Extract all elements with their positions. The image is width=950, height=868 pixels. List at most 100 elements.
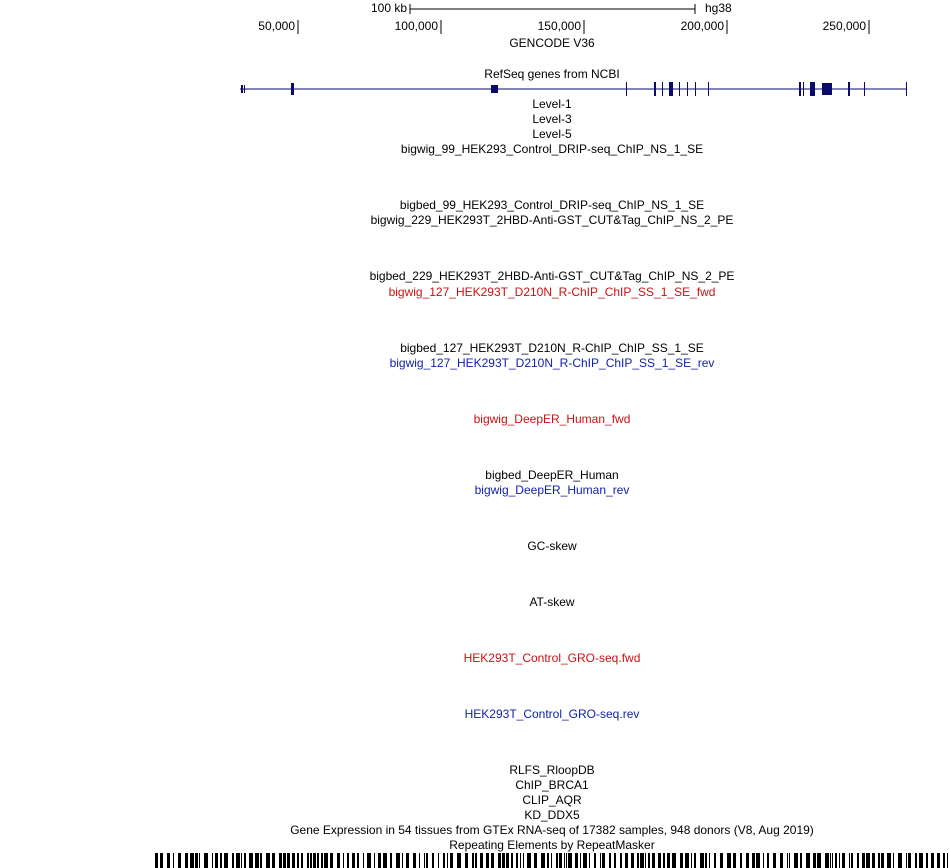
repeat-block xyxy=(559,853,562,868)
repeat-block xyxy=(806,853,810,868)
exon xyxy=(687,82,688,96)
repeat-block xyxy=(862,853,865,868)
repeat-block xyxy=(199,853,200,868)
repeat-block xyxy=(637,853,639,868)
repeat-block xyxy=(746,853,749,868)
repeat-block xyxy=(317,853,319,868)
repeat-block xyxy=(691,853,692,868)
repeat-block xyxy=(631,853,634,868)
repeat-block xyxy=(780,853,783,868)
track-label: bigwig_DeepER_Human_rev xyxy=(475,483,630,497)
repeat-block xyxy=(915,853,917,868)
repeat-block xyxy=(551,853,552,868)
repeat-block xyxy=(709,853,710,868)
repeat-block xyxy=(773,853,776,868)
repeat-block xyxy=(881,853,884,868)
repeat-block xyxy=(878,853,880,868)
repeat-block xyxy=(472,853,474,868)
gene-model xyxy=(240,82,907,96)
repeat-block xyxy=(566,853,567,868)
track-label: bigbed_99_HEK293_Control_DRIP-seq_ChIP_N… xyxy=(400,198,704,212)
repeat-block xyxy=(390,853,392,868)
repeat-block xyxy=(893,853,894,868)
repeat-block xyxy=(450,853,453,868)
track-label: CLIP_AQR xyxy=(522,793,582,807)
exon xyxy=(810,82,815,96)
track-label: Level-3 xyxy=(532,112,572,126)
repeat-block xyxy=(714,853,716,868)
track-label: ChIP_BRCA1 xyxy=(515,778,589,792)
repeat-block xyxy=(424,853,425,868)
track-label: bigwig_127_HEK293T_D210N_R-ChIP_ChIP_SS_… xyxy=(390,356,715,370)
repeat-block xyxy=(396,853,400,868)
repeat-block xyxy=(667,853,670,868)
repeat-block xyxy=(402,853,403,868)
repeat-block xyxy=(343,853,344,868)
repeat-block xyxy=(516,853,518,868)
repeat-block xyxy=(167,853,170,868)
repeat-block xyxy=(426,853,428,868)
repeat-block xyxy=(292,853,295,868)
repeat-block xyxy=(851,853,853,868)
repeat-block xyxy=(534,853,537,868)
ruler-tick-label: 200,000 xyxy=(681,19,725,33)
track-label: RefSeq genes from NCBI xyxy=(484,67,619,81)
track-label: bigwig_127_HEK293T_D210N_R-ChIP_ChIP_SS_… xyxy=(389,285,716,299)
track-label: bigwig_DeepER_Human_fwd xyxy=(474,412,631,426)
repeat-block xyxy=(480,853,483,868)
repeat-block xyxy=(825,853,829,868)
repeat-block xyxy=(419,853,420,868)
exon xyxy=(679,82,680,96)
repeat-block xyxy=(625,853,628,868)
repeat-block xyxy=(330,853,333,868)
repeat-block xyxy=(383,853,387,868)
repeat-block xyxy=(465,853,468,868)
repeat-block xyxy=(830,853,831,868)
repeat-block xyxy=(438,853,439,868)
repeat-block xyxy=(602,853,605,868)
repeat-block xyxy=(287,853,290,868)
repeat-block xyxy=(279,853,282,868)
repeat-block xyxy=(839,853,840,868)
repeat-block xyxy=(906,853,907,868)
repeat-block xyxy=(614,853,616,868)
repeat-block xyxy=(898,853,902,868)
repeat-block xyxy=(255,853,259,868)
repeat-block xyxy=(600,853,601,868)
repeat-block xyxy=(447,853,448,868)
repeat-block xyxy=(594,853,596,868)
repeat-block xyxy=(357,853,359,868)
repeat-block xyxy=(947,853,948,868)
repeat-block xyxy=(260,853,262,868)
repeat-block xyxy=(523,853,524,868)
repeat-block xyxy=(301,853,303,868)
exon xyxy=(799,82,801,96)
repeat-block xyxy=(733,853,736,868)
repeat-block xyxy=(931,853,934,868)
repeat-block xyxy=(520,853,521,868)
repeat-block xyxy=(663,853,665,868)
repeat-block xyxy=(347,853,349,868)
track-label: GC-skew xyxy=(527,539,577,553)
repeat-block xyxy=(849,853,850,868)
repeat-block xyxy=(609,853,611,868)
exon xyxy=(662,82,663,96)
track-label: Level-5 xyxy=(532,127,572,141)
repeat-block xyxy=(241,853,242,868)
repeat-block xyxy=(767,853,769,868)
exon xyxy=(241,85,243,93)
repeat-block xyxy=(413,853,416,868)
repeat-block xyxy=(215,853,218,868)
exon xyxy=(708,82,709,96)
repeat-block xyxy=(842,853,845,868)
repeat-block xyxy=(835,853,837,868)
repeat-block xyxy=(511,853,513,868)
repeat-block xyxy=(640,853,644,868)
repeat-block xyxy=(694,853,696,868)
repeat-block xyxy=(568,853,572,868)
repeat-block xyxy=(236,853,240,868)
repeat-block xyxy=(432,853,434,868)
track-label: Level-1 xyxy=(532,97,572,111)
repeat-block xyxy=(872,853,875,868)
